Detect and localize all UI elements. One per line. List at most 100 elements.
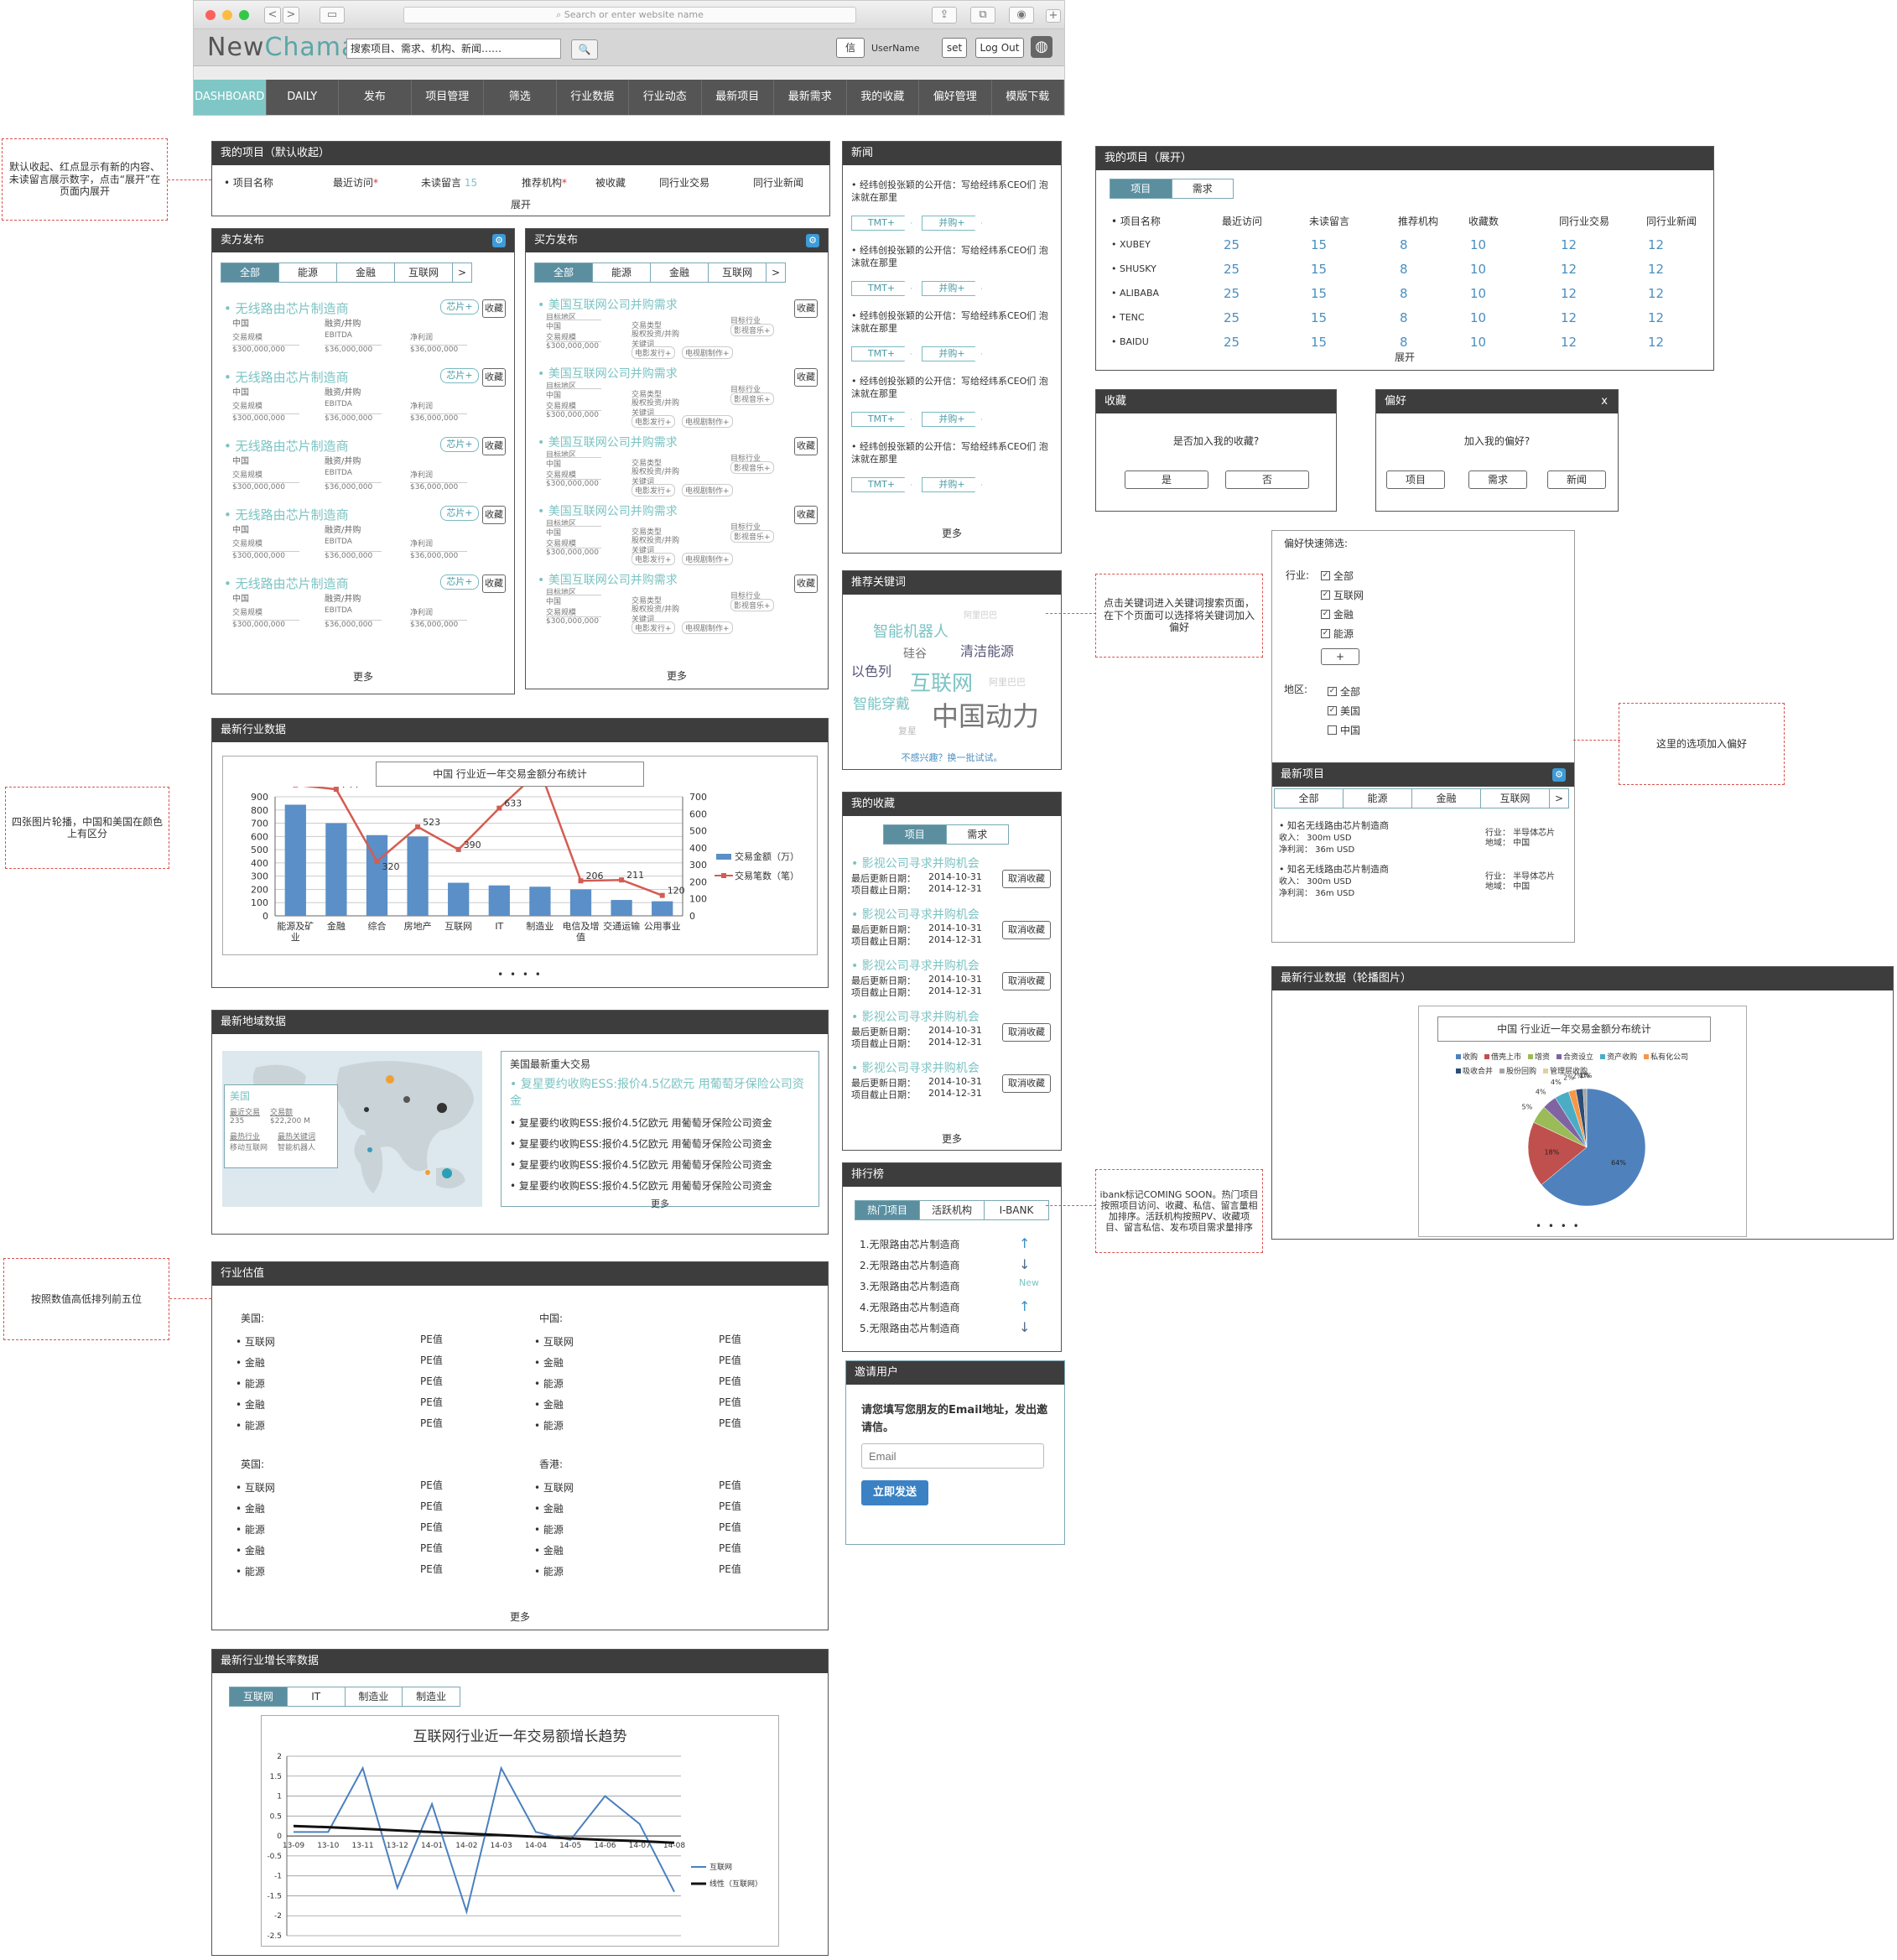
tag-button[interactable]: TMT+ (851, 412, 912, 427)
favorite-button[interactable]: 收藏 (482, 437, 506, 455)
ranking-item[interactable]: 5.无限路由芯片制造商 (860, 1323, 960, 1334)
expand-link[interactable]: 展开 (1394, 351, 1415, 363)
favorite-button[interactable]: 收藏 (482, 574, 506, 593)
nav-item[interactable]: 发布 (339, 80, 412, 115)
tag-button[interactable]: 电视剧制作+ (682, 484, 733, 496)
item-title[interactable]: • 美国互联网公司并购需求 (538, 574, 678, 587)
favorite-title[interactable]: • 影视公司寻求并购机会 (851, 908, 980, 922)
filter-option[interactable]: ✓ 能源 (1321, 628, 1354, 640)
table-cell[interactable]: 8 (1400, 310, 1408, 325)
favorite-title[interactable]: • 影视公司寻求并购机会 (851, 857, 980, 871)
table-cell[interactable]: 15 (1311, 262, 1328, 277)
favorite-title[interactable]: • 影视公司寻求并购机会 (851, 1011, 980, 1024)
item-title[interactable]: • 无线路由芯片制造商 (224, 576, 349, 591)
tab[interactable]: 能源 (593, 263, 651, 282)
tab[interactable]: 全部 (1275, 789, 1343, 808)
valuation-more[interactable]: 更多 (509, 1611, 530, 1623)
favorites-more[interactable]: 更多 (941, 1133, 962, 1145)
industry-item[interactable]: • 金融 (236, 1399, 265, 1411)
table-cell[interactable]: 12 (1648, 262, 1665, 277)
nav-item[interactable]: 行业动态 (629, 80, 702, 115)
col-recent[interactable]: 最近访问* (333, 177, 379, 189)
unfavorite-button[interactable]: 取消收藏 (1002, 972, 1051, 990)
favorite-title[interactable]: • 影视公司寻求并购机会 (851, 1062, 980, 1075)
filter-option[interactable]: ✓ 金融 (1321, 609, 1354, 621)
tag-button[interactable]: 电影发行+ (631, 346, 675, 359)
tag-button[interactable]: 电影发行+ (631, 621, 675, 634)
project-name[interactable]: • 知名无线路由芯片制造商 (1279, 820, 1389, 831)
item-title[interactable]: • 美国互联网公司并购需求 (538, 367, 678, 381)
keyword[interactable]: 硅谷 (903, 647, 927, 661)
ranking-item[interactable]: 2.无限路由芯片制造商 (860, 1260, 960, 1271)
tab[interactable]: 金融 (651, 263, 709, 282)
message-button[interactable]: 信 (836, 38, 865, 58)
favorite-button[interactable]: 收藏 (482, 368, 506, 387)
industry-item[interactable]: • 互联网 (236, 1336, 275, 1348)
table-cell[interactable]: 8 (1400, 335, 1408, 350)
refresh-keywords-link[interactable]: 不感兴趣？换一批试试。 (901, 752, 1003, 763)
item-title[interactable]: • 美国互联网公司并购需求 (538, 505, 678, 518)
table-cell[interactable]: 10 (1470, 262, 1487, 277)
new-tab-icon[interactable]: + (1046, 9, 1061, 23)
keyword[interactable]: 以色列 (851, 663, 892, 679)
nav-item[interactable]: 最新需求 (774, 80, 847, 115)
table-cell[interactable]: 12 (1648, 310, 1665, 325)
table-cell[interactable]: 15 (1311, 335, 1328, 350)
filter-option[interactable]: ✓ 全部 (1328, 686, 1361, 698)
carousel-dots[interactable]: • • • • (497, 969, 543, 980)
keyword[interactable]: 阿里巴巴 (989, 677, 1026, 688)
tab[interactable]: 金融 (1412, 789, 1481, 808)
deal-item[interactable]: • 复星要约收购ESS:报价4.5亿欧元 用葡萄牙保险公司资金 (510, 1138, 772, 1150)
table-cell[interactable]: 15 (1311, 310, 1328, 325)
nav-item[interactable]: 行业数据 (557, 80, 629, 115)
table-cell[interactable]: 8 (1400, 262, 1408, 277)
filter-option[interactable]: ✓ 互联网 (1321, 590, 1364, 601)
industry-item[interactable]: • 金融 (534, 1545, 564, 1557)
unfavorite-button[interactable]: 取消收藏 (1002, 870, 1051, 888)
tag-button[interactable]: 并购+ (922, 477, 982, 492)
project-name[interactable]: • ALIBABA (1111, 288, 1160, 299)
forward-icon[interactable]: > (283, 7, 299, 23)
table-cell[interactable]: 8 (1400, 237, 1408, 252)
tag-button[interactable]: 芯片+ (440, 368, 479, 383)
logout-button[interactable]: Log Out (975, 38, 1024, 58)
tag-button[interactable]: TMT+ (851, 281, 912, 296)
news-item[interactable]: • 经纬创投张颖的公开信：写给经纬系CEO们 泡沫就在那里 (851, 441, 1048, 465)
table-cell[interactable]: 25 (1224, 237, 1240, 252)
news-item[interactable]: • 经纬创投张颖的公开信：写给经纬系CEO们 泡沫就在那里 (851, 310, 1048, 334)
industry-item[interactable]: • 能源 (236, 1420, 265, 1432)
email-field[interactable] (861, 1443, 1044, 1469)
table-cell[interactable]: 12 (1648, 286, 1665, 301)
tab[interactable]: 需求 (1192, 183, 1213, 195)
tag-button[interactable]: 芯片+ (440, 506, 479, 521)
search-input[interactable]: 搜索项目、需求、机构、新闻…… (346, 39, 561, 59)
settings-button[interactable]: set (942, 38, 967, 58)
nav-item[interactable]: DASHBOARD (194, 80, 267, 115)
table-cell[interactable]: 12 (1648, 237, 1665, 252)
tab[interactable]: 项目 (884, 825, 947, 844)
col-unread[interactable]: 未读留言 15 (421, 177, 478, 189)
industry-item[interactable]: • 金融 (534, 1357, 564, 1369)
main-deal-link[interactable]: • 复星要约收购ESS:报价4.5亿欧元 用葡萄牙保险公司资金 (510, 1078, 804, 1108)
tab[interactable]: 热门项目 (855, 1201, 920, 1219)
minimize-dot[interactable] (222, 10, 232, 20)
tab[interactable]: 制造业 (416, 1691, 447, 1703)
keyword[interactable]: 清洁能源 (960, 643, 1015, 659)
col-news[interactable]: 同行业新闻 (753, 177, 804, 189)
reader-icon[interactable]: ◉ (1009, 7, 1034, 23)
tab[interactable]: 需求 (967, 829, 988, 840)
back-icon[interactable]: < (264, 7, 281, 23)
keyword[interactable]: 互联网 (910, 671, 974, 695)
filter-option[interactable]: ✓ 全部 (1321, 570, 1354, 582)
col-fav[interactable]: 被收藏 (595, 177, 626, 189)
close-icon[interactable]: x (1601, 395, 1608, 408)
table-cell[interactable]: 25 (1224, 286, 1240, 301)
ranking-item[interactable]: 4.无限路由芯片制造商 (860, 1302, 960, 1313)
tag-button[interactable]: 并购+ (922, 281, 982, 296)
settings-icon[interactable]: ⚙ (492, 234, 506, 247)
col-deals[interactable]: 同行业交易 (659, 177, 710, 189)
item-title[interactable]: • 无线路由芯片制造商 (224, 507, 349, 522)
tag-button[interactable]: 并购+ (922, 412, 982, 427)
settings-icon[interactable]: ⚙ (806, 234, 819, 247)
table-cell[interactable]: 10 (1470, 286, 1487, 301)
